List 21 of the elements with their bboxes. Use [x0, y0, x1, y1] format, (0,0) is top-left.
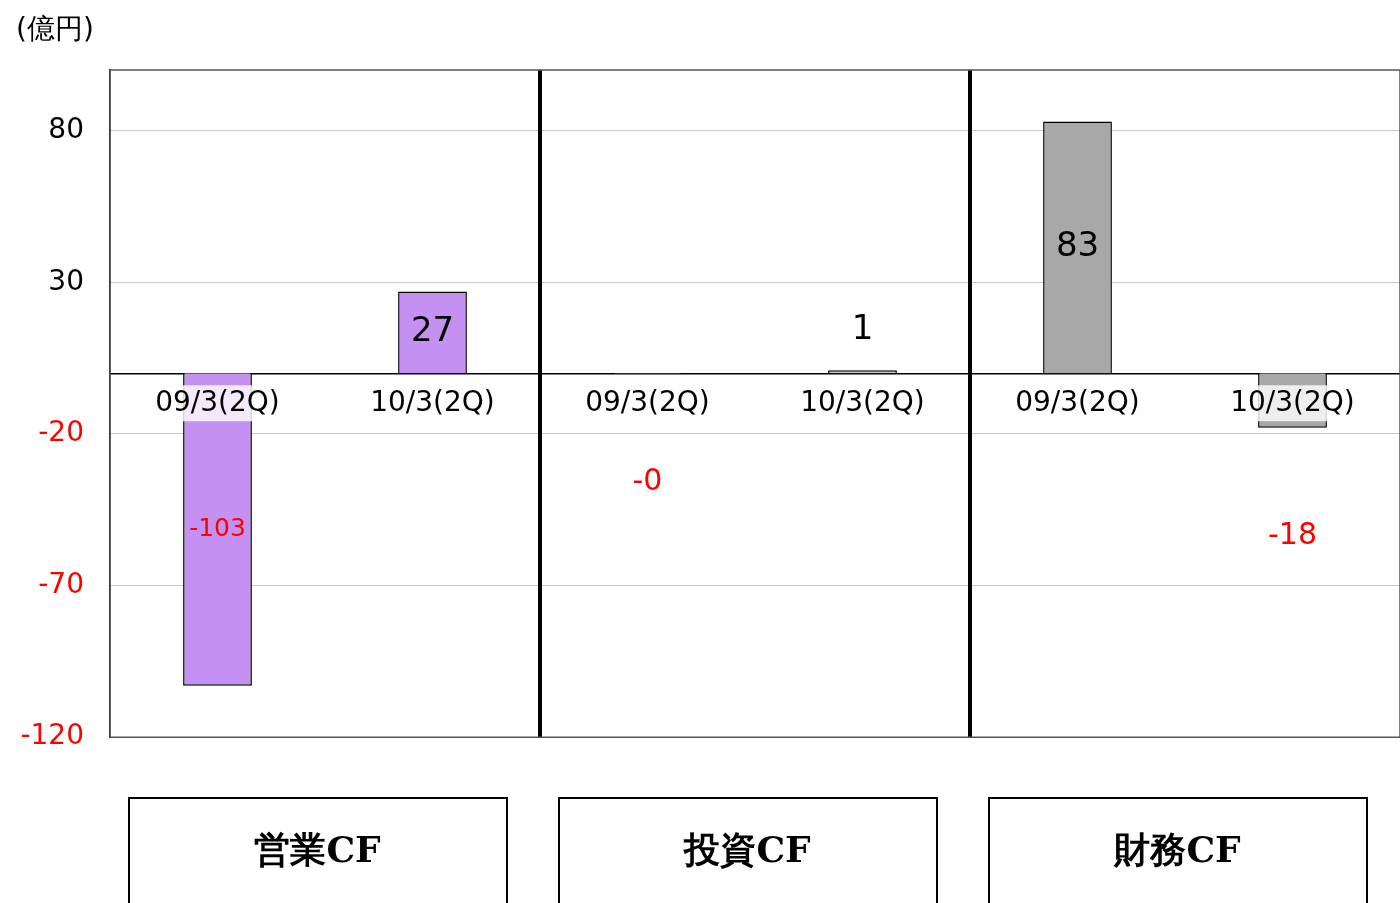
- x-tick-label: 09/3(2Q): [1015, 384, 1140, 418]
- data-label: 1: [851, 307, 874, 348]
- x-tick-label: 10/3(2Q): [800, 384, 925, 418]
- y-tick-label: -120: [20, 718, 84, 752]
- data-label: -0: [632, 461, 663, 497]
- text: 財務CF: [987, 797, 1368, 903]
- data-label: 83: [1055, 224, 1100, 265]
- x-tick-label: 10/3(2Q): [370, 384, 495, 418]
- y-tick-label: -20: [38, 415, 84, 449]
- data-label: -18: [1268, 515, 1317, 551]
- text: 投資CF: [557, 797, 938, 903]
- x-tick-label: 10/3(2Q): [1230, 384, 1355, 418]
- y-tick-label: -70: [38, 566, 84, 600]
- text: 営業CF: [127, 797, 508, 903]
- x-tick-label: 09/3(2Q): [585, 384, 710, 418]
- y-axis-title: (億円): [16, 11, 94, 47]
- data-label: -103: [189, 512, 246, 542]
- y-tick-label: 30: [48, 263, 84, 297]
- data-label: 27: [410, 309, 455, 350]
- x-tick-label: 09/3(2Q): [155, 384, 280, 418]
- y-tick-label: 80: [48, 111, 84, 145]
